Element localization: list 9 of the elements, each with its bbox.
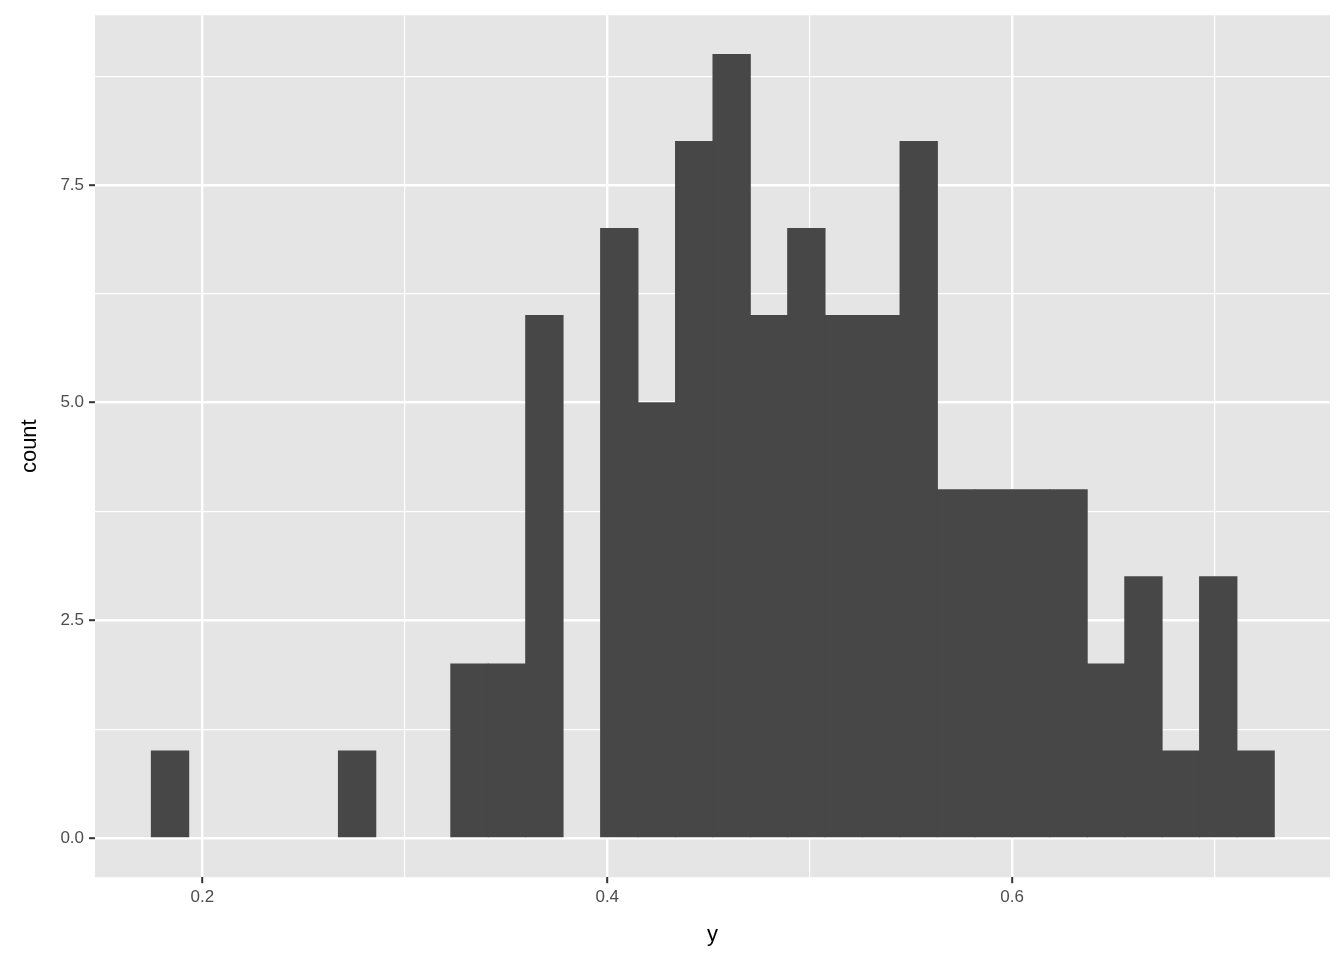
y-tick-label: 2.5 — [60, 610, 85, 630]
x-axis-title: y — [707, 920, 719, 946]
x-tick-label: 0.2 — [190, 887, 215, 907]
y-axis-title: count — [16, 419, 42, 474]
x-tick-label: 0.6 — [1000, 887, 1024, 907]
x-tick-label: 0.4 — [595, 887, 620, 907]
y-tick-label: 5.0 — [60, 392, 85, 412]
y-tick-label: 7.5 — [60, 174, 85, 194]
y-tick-label: 0.0 — [60, 827, 85, 847]
